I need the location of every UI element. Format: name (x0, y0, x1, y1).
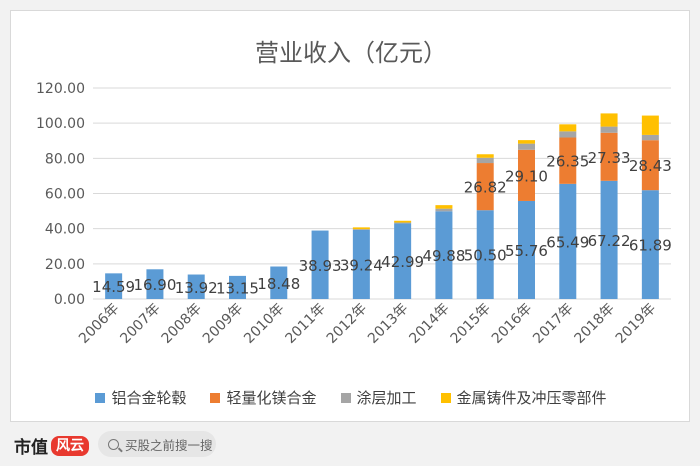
bar-segment (352, 229, 370, 231)
bar-segment (146, 269, 164, 299)
bar-segment (476, 210, 494, 299)
bar-segment (105, 273, 123, 299)
legend-swatch (210, 392, 221, 403)
x-tick-label: 2018年 (571, 301, 617, 347)
bar-segment (435, 205, 453, 209)
y-tick-label: 60.00 (45, 187, 85, 203)
bar-segment (518, 149, 535, 201)
data-label: 13.15 (216, 279, 259, 297)
search-icon (108, 438, 119, 450)
bar-segment (559, 137, 577, 184)
data-label: 14.59 (92, 278, 135, 296)
x-tick-label: 2019年 (613, 301, 659, 347)
legend-swatch (95, 392, 106, 403)
x-tick-label: 2016年 (489, 301, 535, 347)
data-label: 65.49 (546, 233, 589, 251)
x-tick-label: 2014年 (406, 301, 452, 347)
bar-segment (600, 180, 618, 299)
data-label: 50.50 (464, 247, 507, 265)
legend-swatch (440, 392, 451, 403)
bar-segment (476, 157, 494, 164)
search-placeholder: 买股之前搜一搜 (125, 437, 213, 453)
bar-segment (435, 208, 453, 212)
legend-label: 金属铸件及冲压零部件 (456, 389, 607, 407)
data-label: 27.33 (588, 149, 631, 167)
bar-segment (435, 211, 453, 299)
bar-segment (352, 230, 370, 299)
bar-segment (518, 200, 535, 299)
brand-logo-mark: 风云 (51, 435, 89, 456)
data-label: 29.10 (505, 167, 548, 185)
x-tick-label: 2007年 (117, 301, 163, 347)
bar-segment (518, 140, 535, 144)
brand-text: 市值 (14, 438, 48, 458)
legend-item: 铝合金轮毂 (95, 387, 186, 408)
y-tick-label: 0.00 (54, 292, 85, 308)
bar-segment (641, 134, 659, 141)
legend-label: 涂层加工 (356, 389, 417, 407)
bar-segment (187, 274, 205, 299)
legend-item: 涂层加工 (340, 387, 417, 408)
bar-segment (394, 222, 412, 224)
search-box[interactable]: 买股之前搜一搜 (98, 431, 216, 457)
data-label: 49.88 (422, 247, 465, 265)
footer-bar: 市值 风云 买股之前搜一搜 (0, 425, 700, 466)
x-tick-label: 2015年 (448, 301, 494, 347)
bar-segment (518, 143, 535, 150)
data-label: 16.90 (133, 276, 176, 294)
y-tick-label: 40.00 (45, 222, 85, 238)
legend-item: 金属铸件及冲压零部件 (440, 387, 607, 408)
y-tick-label: 20.00 (45, 257, 85, 273)
bar-segment (559, 131, 577, 138)
data-label: 26.35 (546, 153, 589, 171)
y-tick-label: 80.00 (45, 151, 85, 167)
x-tick-label: 2011年 (282, 301, 328, 347)
y-tick-label: 100.00 (36, 116, 85, 132)
bar-segment (559, 183, 577, 299)
bar-segment (641, 115, 659, 135)
data-label: 61.89 (629, 237, 672, 255)
x-tick-label: 2013年 (365, 301, 411, 347)
bar-segment (641, 140, 659, 191)
data-label: 39.24 (340, 257, 383, 275)
bar-segment (394, 220, 412, 223)
data-label: 26.82 (464, 179, 507, 197)
y-tick-label: 120.00 (36, 81, 85, 97)
bar-segment (311, 230, 329, 299)
data-label: 28.43 (629, 157, 672, 175)
bar-segment (229, 275, 246, 299)
x-tick-label: 2017年 (530, 301, 576, 347)
bar-segment (352, 227, 370, 230)
legend-label: 轻量化镁合金 (226, 389, 317, 407)
bar-segment (600, 126, 618, 133)
x-tick-label: 2008年 (159, 301, 205, 347)
bar-segment (270, 266, 288, 299)
data-label: 67.22 (588, 232, 631, 250)
data-label: 55.76 (505, 242, 548, 260)
data-label: 42.99 (381, 253, 424, 271)
x-tick-label: 2009年 (200, 301, 246, 347)
x-tick-label: 2010年 (241, 301, 287, 347)
bar-segment (476, 154, 494, 158)
bar-segment (600, 132, 618, 181)
data-label: 18.48 (257, 275, 300, 293)
chart-legend: 铝合金轮毂 轻量化镁合金 涂层加工 金属铸件及冲压零部件 (11, 387, 691, 408)
data-label: 13.92 (175, 279, 218, 297)
chart-card: 营业收入（亿元） 0.00 20.00 40.00 60.00 80.00 100.00 1… (10, 10, 690, 422)
bar-segment (600, 113, 618, 127)
chart-title: 营业收入（亿元） (255, 39, 447, 67)
bar-segment (641, 190, 659, 299)
bar-segment (559, 124, 577, 132)
x-tick-label: 2012年 (324, 301, 370, 347)
legend-swatch (340, 392, 351, 403)
bar-segment (394, 223, 412, 299)
legend-label: 铝合金轮毂 (111, 389, 187, 407)
brand-logo[interactable]: 市值 风云 (14, 433, 89, 458)
stacked-bar-chart: 0.00 20.00 40.00 60.00 80.00 100.00 120.00 14.5… (36, 81, 672, 347)
bar-segment (476, 163, 494, 211)
data-label: 38.93 (299, 257, 342, 275)
legend-item: 轻量化镁合金 (210, 387, 317, 408)
